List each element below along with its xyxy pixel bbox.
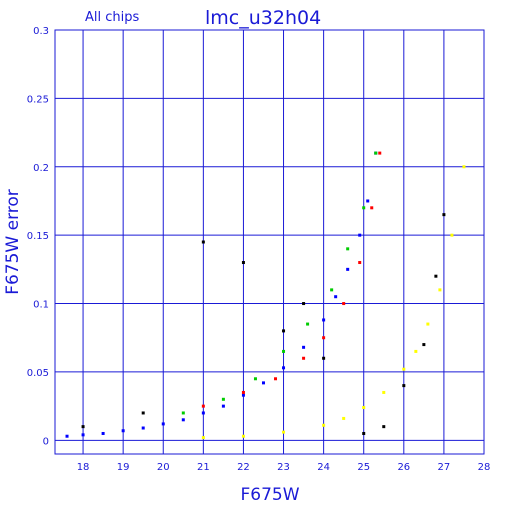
x-tick-label: 28: [478, 462, 491, 473]
data-point: [450, 233, 454, 237]
data-point: [253, 377, 257, 381]
data-point: [462, 165, 466, 169]
x-tick-label: 25: [357, 462, 370, 473]
x-tick-label: 19: [117, 462, 130, 473]
data-point: [81, 425, 85, 429]
series-2: [181, 151, 378, 415]
data-point: [201, 436, 205, 440]
y-tick-label: 0: [43, 436, 49, 447]
data-point: [141, 426, 145, 430]
data-point: [181, 411, 185, 415]
data-point: [362, 206, 366, 210]
x-tick-label: 26: [397, 462, 410, 473]
x-tick-label: 27: [438, 462, 451, 473]
data-point: [322, 423, 326, 427]
data-point: [181, 418, 185, 422]
data-point: [161, 422, 165, 426]
data-point: [141, 411, 145, 415]
x-tick-label: 24: [317, 462, 330, 473]
series-0: [65, 151, 378, 438]
chart-title: lmc_u32h04: [205, 7, 321, 29]
data-point: [221, 404, 225, 408]
data-point: [241, 261, 245, 265]
data-point: [302, 302, 306, 306]
y-tick-label: 0.2: [33, 163, 49, 174]
grid-lines: [55, 30, 484, 454]
data-point: [274, 377, 278, 381]
data-point: [422, 343, 426, 347]
data-point: [241, 393, 245, 397]
y-axis-label: F675W error: [3, 189, 23, 295]
data-point: [366, 199, 370, 203]
data-point: [402, 367, 406, 371]
data-point: [81, 433, 85, 437]
x-tick-label: 22: [237, 462, 250, 473]
data-point: [302, 345, 306, 349]
data-point: [342, 302, 346, 306]
series-1: [201, 151, 382, 408]
data-point: [282, 366, 286, 370]
x-tick-label: 20: [157, 462, 170, 473]
data-point: [438, 288, 442, 292]
plot-frame: [54, 29, 485, 455]
data-point: [241, 390, 245, 394]
data-point: [378, 151, 382, 155]
y-tick-label: 0.3: [33, 26, 49, 37]
x-tick-labels: 18 19 20 21 22 23 24 25 26 27 28: [77, 462, 491, 473]
data-point: [306, 322, 310, 326]
data-point: [346, 267, 350, 271]
y-tick-label: 0.1: [33, 300, 49, 311]
chart-subtitle: All chips: [85, 10, 139, 25]
data-point: [65, 434, 69, 438]
data-point: [382, 425, 386, 429]
series-4: [81, 213, 446, 435]
x-axis-label: F675W: [240, 485, 299, 505]
data-point: [382, 390, 386, 394]
y-tick-labels: 0 0.05 0.1 0.15 0.2 0.25 0.3: [27, 26, 49, 447]
data-point: [358, 261, 362, 265]
data-point: [101, 431, 105, 435]
data-point: [241, 434, 245, 438]
data-point: [346, 247, 350, 251]
data-point: [201, 404, 205, 408]
data-point: [302, 356, 306, 360]
data-point: [342, 416, 346, 420]
data-point: [362, 405, 366, 409]
data-point: [322, 318, 326, 322]
data-point: [434, 274, 438, 278]
data-points: [65, 151, 466, 440]
x-tick-label: 18: [77, 462, 90, 473]
data-point: [330, 288, 334, 292]
y-tick-label: 0.05: [27, 368, 49, 379]
data-point: [414, 349, 418, 353]
data-point: [426, 322, 430, 326]
data-point: [282, 349, 286, 353]
data-point: [221, 397, 225, 401]
data-point: [358, 233, 362, 237]
x-tick-label: 23: [277, 462, 290, 473]
data-point: [402, 384, 406, 388]
data-point: [201, 411, 205, 415]
data-point: [322, 356, 326, 360]
data-point: [374, 151, 378, 155]
data-point: [261, 381, 265, 385]
y-tick-label: 0.25: [27, 94, 49, 105]
series-3: [201, 165, 466, 440]
data-point: [370, 206, 374, 210]
x-tick-label: 21: [197, 462, 210, 473]
data-point: [442, 213, 446, 217]
y-tick-label: 0.15: [27, 231, 49, 242]
data-point: [282, 329, 286, 333]
data-point: [282, 430, 286, 434]
data-point: [201, 240, 205, 244]
data-point: [334, 295, 338, 299]
data-point: [121, 429, 125, 433]
data-point: [322, 336, 326, 340]
data-point: [362, 431, 366, 435]
